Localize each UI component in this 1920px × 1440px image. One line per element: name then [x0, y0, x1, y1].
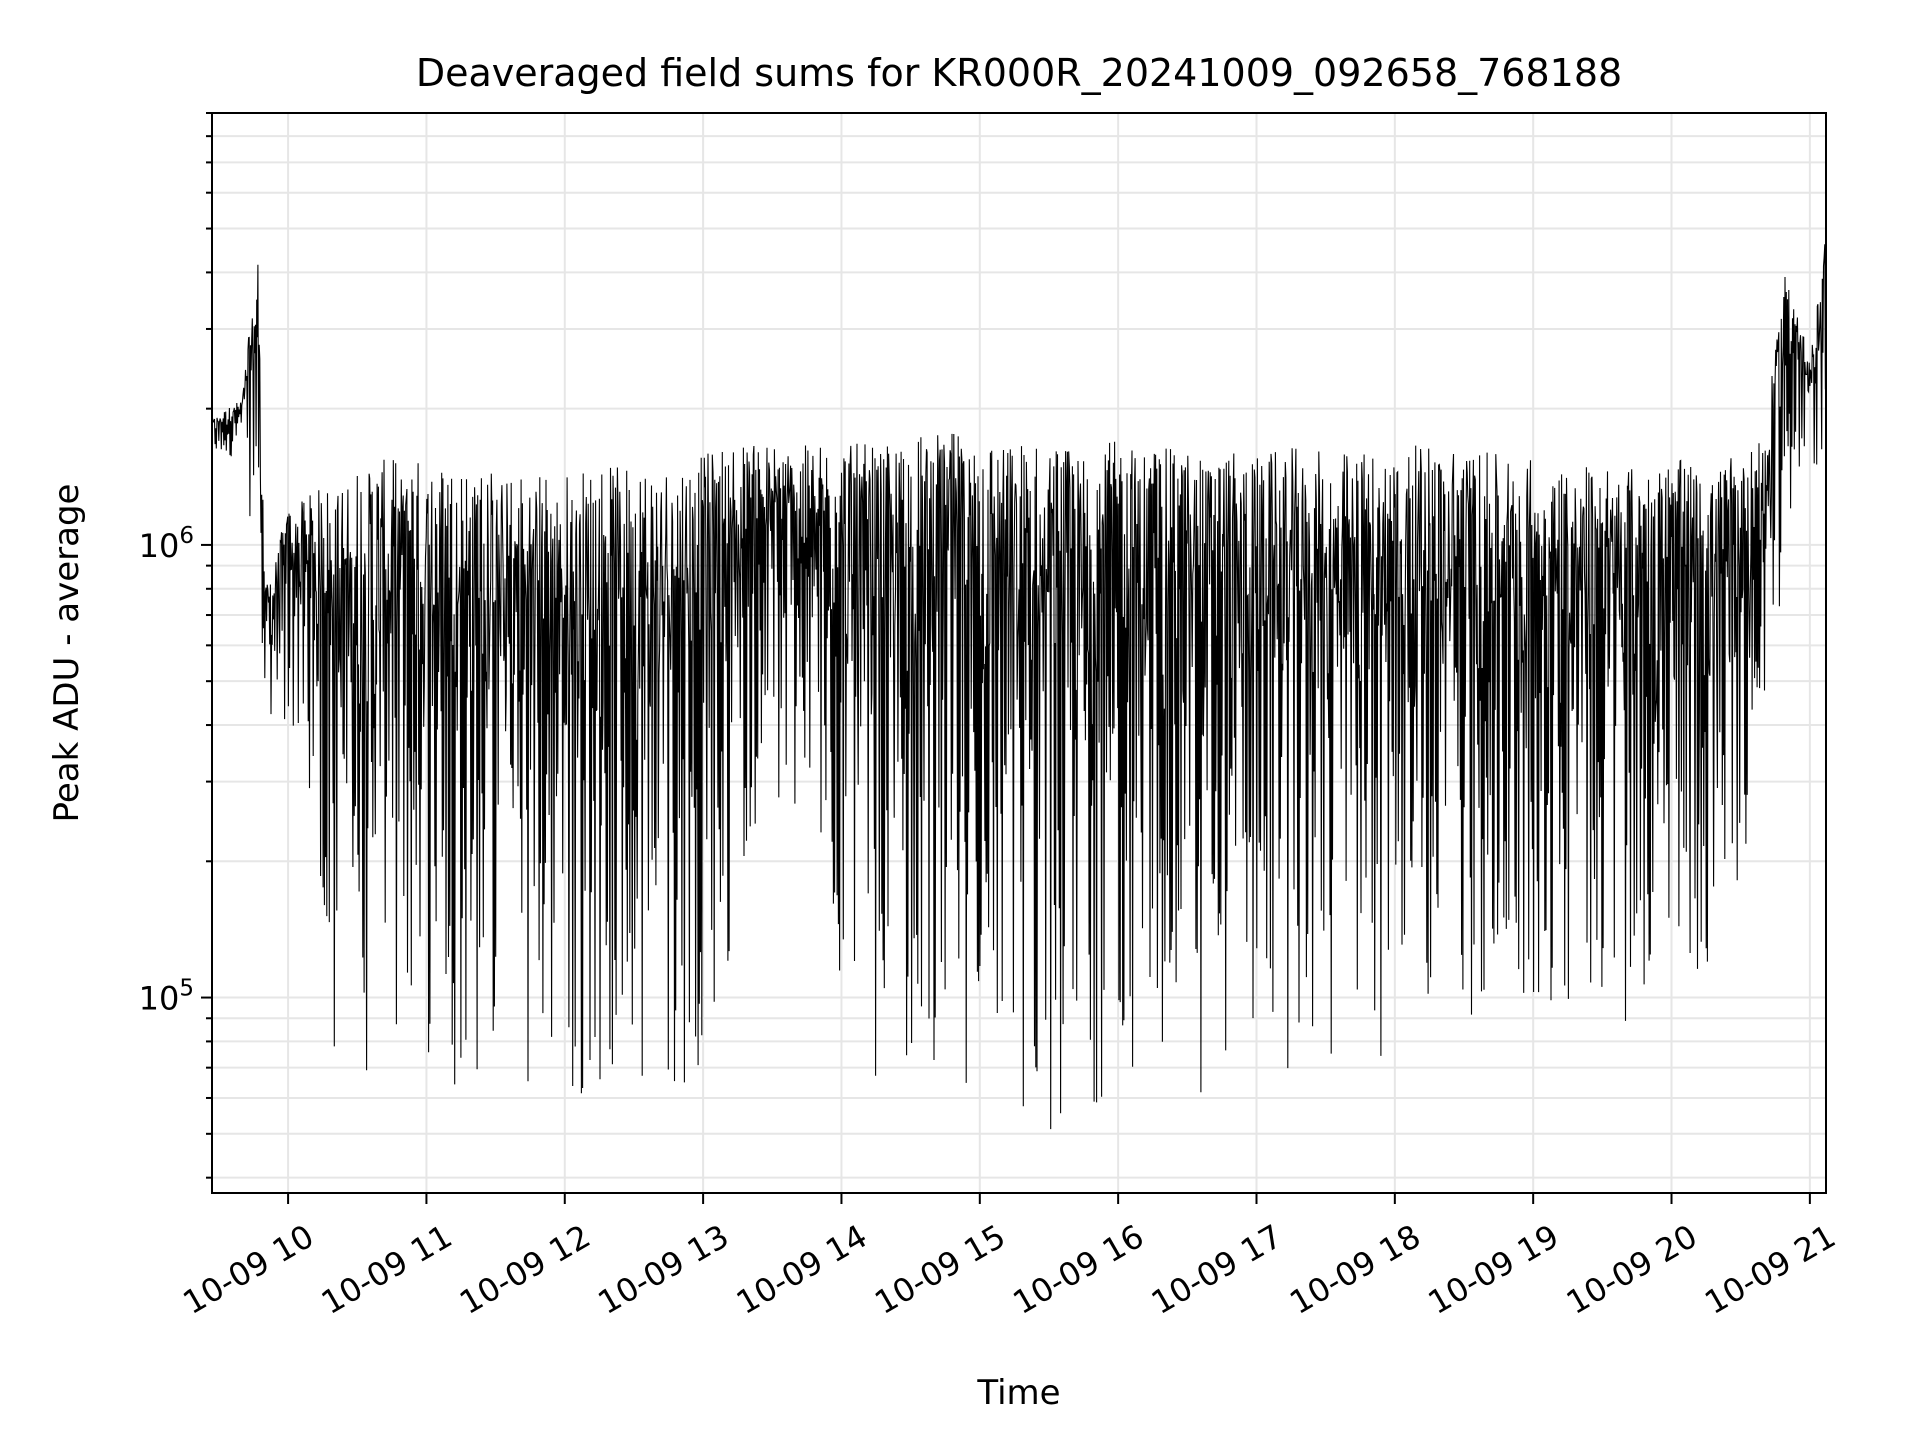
x-tick-label: 10-09 16	[1007, 1217, 1151, 1322]
y-tick-label: 105	[139, 976, 194, 1018]
y-axis-label: Peak ADU - average	[47, 484, 87, 823]
x-tick-label: 10-09 14	[730, 1217, 874, 1322]
y-tick-label: 106	[139, 523, 194, 565]
plot-frame	[211, 112, 1827, 1194]
x-tick-label: 10-09 12	[453, 1217, 597, 1322]
x-tick-label: 10-09 20	[1560, 1217, 1704, 1322]
y-axis: 105 106	[139, 112, 212, 1179]
chart-title: Deaveraged field sums for KR000R_2024100…	[416, 51, 1622, 95]
x-axis-label: Time	[976, 1373, 1060, 1413]
x-tick-label: 10-09 15	[868, 1217, 1012, 1322]
x-tick-label: 10-09 10	[176, 1217, 320, 1322]
x-tick-label: 10-09 18	[1283, 1217, 1427, 1322]
x-tick-label: 10-09 21	[1698, 1217, 1842, 1322]
series-line	[212, 244, 1826, 1130]
x-tick-label: 10-09 13	[592, 1217, 736, 1322]
x-tick-label: 10-09 17	[1145, 1217, 1289, 1322]
x-tick-label: 10-09 11	[315, 1217, 459, 1322]
x-tick-label: 10-09 19	[1422, 1217, 1566, 1322]
